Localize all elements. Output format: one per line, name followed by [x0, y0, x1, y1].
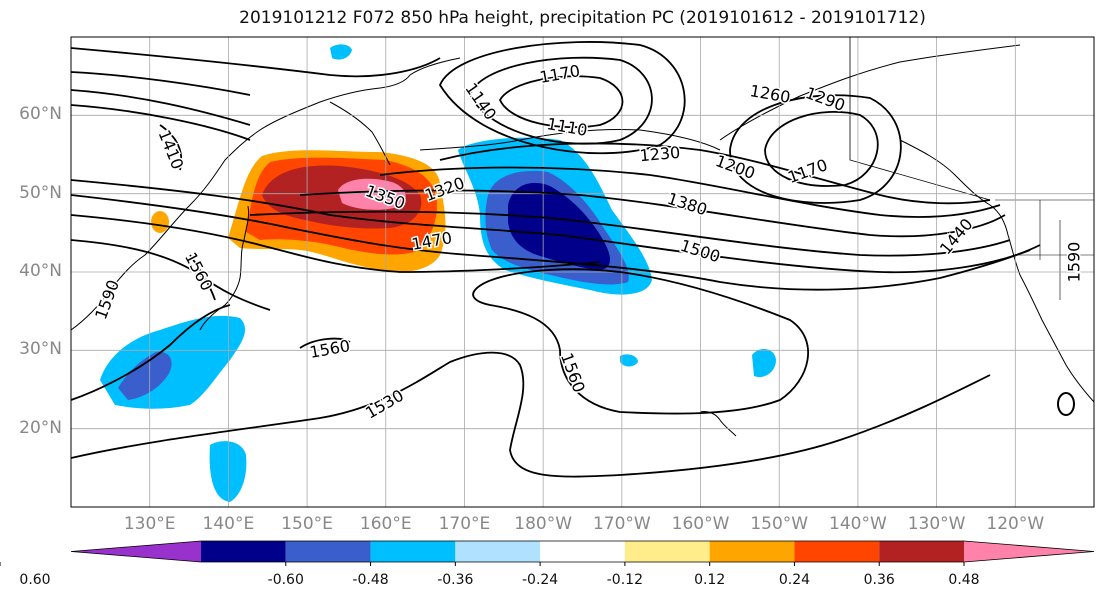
low-east-1170 [764, 111, 879, 187]
japan-coast [199, 205, 249, 331]
colorbar-extend-low [71, 541, 201, 562]
map-title: 2019101212 F072 850 hPa height, precipit… [239, 8, 926, 28]
colorbar-tick-label: -0.60 [267, 572, 304, 588]
asia-coast [71, 57, 461, 331]
latitude-label: 40°N [19, 261, 62, 281]
us-borders [995, 199, 1094, 300]
colorbar-tick-label: 0.48 [948, 572, 980, 588]
colorbar-tick-label: -0.12 [606, 572, 643, 588]
canada-border [849, 37, 991, 201]
longitude-label: 160°E [359, 514, 412, 534]
contour-1560-south [472, 268, 809, 415]
longitude-label: 150°E [281, 514, 333, 534]
low-east-1200 [729, 94, 902, 204]
colorbar-segment [540, 541, 625, 562]
latitude-label: 50°N [19, 182, 62, 203]
colorbar-segment [624, 541, 710, 562]
colorbar-segment [285, 541, 371, 562]
latitude-label: 20°N [19, 417, 62, 438]
gridlines [71, 37, 1094, 507]
contour-1530 [71, 351, 991, 478]
precipitation-shading [100, 44, 776, 502]
colorbar-segment [794, 541, 880, 562]
hawaii-islands [699, 411, 737, 437]
height-contours [71, 41, 1041, 478]
longitude-label: 120°W [986, 514, 1045, 534]
longitude-label: 180°W [514, 514, 573, 534]
colorbar-tick-label: -0.24 [521, 572, 559, 588]
latitude-label: 30°N [19, 339, 62, 360]
colorbar-tick-label: -0.36 [437, 572, 474, 588]
colorbar-segment [201, 541, 286, 562]
longitude-label: 140°E [202, 514, 255, 534]
colorbar-extend-high [964, 541, 1094, 562]
low-1110 [498, 75, 624, 129]
colorbar-tick-label: 0.12 [694, 572, 726, 588]
map-frame [70, 36, 1095, 508]
longitude-label: 170°W [592, 514, 651, 534]
colorbar-tick-label: 0.36 [863, 572, 895, 588]
longitude-label: 130°W [907, 514, 966, 534]
colorbar-tick-label: -0.48 [352, 572, 389, 588]
colorbar-segment [370, 541, 456, 562]
negative-anomaly-sw-medium-blue [118, 351, 172, 400]
latitude-label: 60°N [19, 104, 62, 125]
low-1170 [438, 41, 686, 155]
colorbar-segment [709, 541, 795, 562]
colorbar-tick-label: 0.60 [19, 572, 51, 588]
longitude-label: 140°W [829, 514, 887, 534]
alaska-coast [719, 44, 1021, 141]
negative-anomaly-dark-blue [508, 182, 610, 270]
colorbar-segment [455, 541, 541, 562]
positive-anomaly-pink [338, 178, 406, 210]
nw-america-coast [899, 139, 1094, 403]
longitude-label: 150°W [750, 514, 809, 534]
colorbar-segment [879, 541, 964, 562]
colorbar-tick-label: 0.24 [778, 572, 811, 588]
longitude-label: 170°E [438, 514, 491, 534]
contour-label: 1590 [1065, 242, 1084, 283]
longitude-label: 130°E [123, 514, 176, 534]
aleutians [419, 128, 721, 151]
low-1140 [469, 56, 653, 145]
colorbar-outline [70, 540, 1095, 563]
longitude-label: 160°W [671, 514, 730, 534]
